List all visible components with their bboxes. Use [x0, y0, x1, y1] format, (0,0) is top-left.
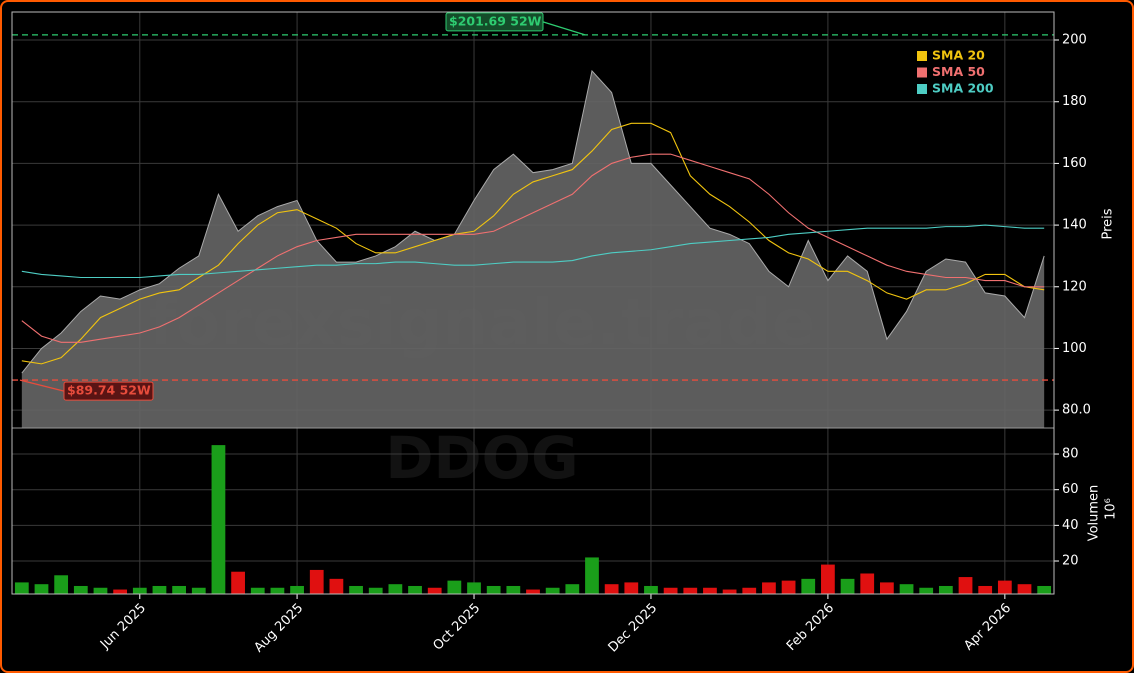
volume-bar — [899, 584, 914, 594]
y-tick-label: 40 — [1062, 518, 1079, 533]
x-tick-label: Dec 2025 — [606, 601, 661, 656]
sma-line — [21, 153, 1045, 343]
volume-bar — [644, 585, 658, 594]
volume-bar — [270, 587, 285, 594]
volume-bar — [152, 585, 167, 594]
volume-bar — [624, 582, 639, 594]
volume-bar — [840, 578, 855, 594]
x-tick-label: Apr 2026 — [961, 601, 1014, 654]
sma-line — [21, 122, 1045, 365]
volume-bar — [447, 580, 462, 594]
y-tick-label: 100 — [1062, 341, 1087, 356]
volume-bar — [762, 582, 776, 594]
legend-swatch — [917, 51, 927, 61]
volume-bar — [978, 585, 993, 594]
x-tick-label: Jun 2025 — [97, 601, 149, 653]
legend-label: SMA 200 — [932, 81, 994, 96]
volume-bar — [34, 584, 49, 594]
y-tick-label: 80 — [1062, 447, 1079, 462]
volume-bar — [880, 582, 894, 594]
annotation-label: $201.69 52W — [449, 13, 542, 28]
volume-bar — [427, 587, 442, 594]
price-line — [21, 69, 1045, 374]
volume-bar — [663, 587, 678, 594]
volume-bar — [781, 580, 796, 594]
volume-bar — [191, 587, 206, 594]
volume-bar — [604, 584, 619, 594]
volume-bar — [919, 587, 934, 594]
volume-bar — [801, 578, 816, 594]
volume-bar — [821, 564, 835, 594]
volume-bar — [997, 580, 1012, 594]
volume-bar — [860, 573, 875, 594]
volume-bar — [585, 557, 599, 594]
volume-bar — [565, 584, 580, 594]
x-tick-label: Feb 2026 — [784, 601, 837, 654]
volume-bar — [408, 585, 422, 594]
volume-bar — [703, 587, 717, 594]
legend-swatch — [917, 67, 927, 78]
annotation-arrow — [542, 21, 586, 36]
volume-bar — [250, 587, 265, 594]
volume-bar — [742, 587, 757, 594]
y-tick-label: 200 — [1062, 33, 1087, 48]
volume-bar — [1037, 585, 1052, 594]
annotation-arrow — [19, 379, 65, 392]
volume-bar — [73, 585, 88, 594]
legend-label: SMA 20 — [932, 48, 985, 63]
volume-bar — [132, 587, 147, 594]
volume-bar — [683, 587, 698, 594]
y-axis-label: Volumen — [1087, 485, 1102, 542]
price-area — [21, 70, 1045, 428]
volume-bar — [113, 589, 128, 594]
volume-bar — [54, 575, 69, 594]
legend-label: SMA 50 — [932, 64, 985, 79]
volume-bar — [14, 582, 29, 594]
volume-bar — [722, 589, 737, 594]
volume-bar — [1017, 584, 1032, 594]
volume-bar — [329, 578, 344, 594]
x-tick-label: Oct 2025 — [430, 601, 483, 654]
y-tick-label: 160 — [1062, 156, 1087, 171]
volume-bar — [172, 585, 186, 594]
plot-frame — [11, 11, 1055, 595]
y-tick-label: 20 — [1062, 554, 1079, 569]
y-tick-label: 180 — [1062, 94, 1087, 109]
y-tick-label: 60 — [1062, 482, 1079, 497]
annotation-label: $89.74 52W — [67, 383, 151, 398]
y-axis-unit: 10⁶ — [1104, 498, 1119, 520]
volume-bar — [526, 589, 540, 594]
y-tick-label: 120 — [1062, 279, 1087, 294]
legend-swatch — [917, 84, 927, 94]
volume-bar — [958, 577, 973, 594]
volume-bar — [309, 569, 324, 594]
y-axis-label: Preis — [1101, 208, 1116, 239]
sma-line — [21, 224, 1045, 279]
volume-bar — [211, 445, 226, 594]
volume-bar — [388, 584, 403, 594]
volume-bar — [231, 571, 245, 594]
volume-bar — [349, 585, 363, 594]
y-tick-label: 140 — [1062, 218, 1087, 233]
volume-bar — [93, 587, 108, 594]
volume-bar — [506, 585, 521, 594]
volume-bar — [545, 587, 560, 594]
volume-bar — [486, 585, 501, 594]
volume-bar — [467, 582, 481, 594]
watermark: DDOG — [385, 424, 578, 492]
y-tick-label: 80.0 — [1062, 403, 1091, 418]
volume-bar — [368, 587, 383, 594]
x-tick-label: Aug 2025 — [252, 601, 307, 656]
volume-bar — [290, 585, 304, 594]
volume-bar — [938, 585, 953, 594]
